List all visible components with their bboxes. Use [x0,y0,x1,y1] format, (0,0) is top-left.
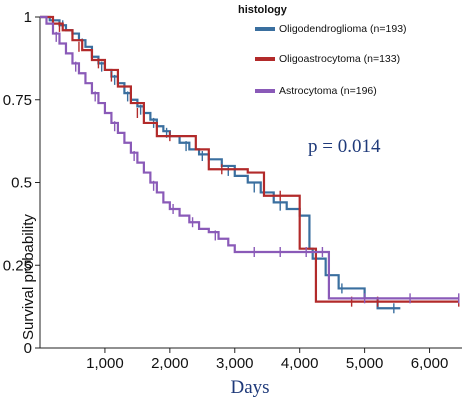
y-tick-label: 0.25 [3,257,32,274]
y-axis-label: Survival probability [20,214,37,340]
x-tick-label: 5,000 [346,355,384,372]
legend-swatch [255,57,275,61]
y-tick-label: 0 [24,340,32,357]
x-tick-label: 3,000 [216,355,254,372]
legend-label: Oligodendroglioma (n=193) [279,23,407,35]
y-tick-label: 0.5 [11,175,32,192]
x-axis-label: Days [230,377,269,398]
legend-label: Astrocytoma (n=196) [279,85,377,97]
x-tick-label: 4,000 [281,355,319,372]
legend-swatch [255,27,275,31]
y-tick-label: 1 [24,9,32,26]
x-tick-label: 1,000 [86,355,124,372]
legend-swatch [255,89,275,93]
legend: histology Oligodendroglioma (n=193)Oligo… [238,4,407,97]
legend-title: histology [238,4,288,16]
x-tick-label: 2,000 [151,355,189,372]
series-line-2 [40,15,459,300]
x-tick-label: 6,000 [411,355,449,372]
tick-layer: 1,000 2,000 3,000 4,000 5,000 6,000 0 0.25 0.5 0.… [3,9,449,372]
legend-items: Oligodendroglioma (n=193) Oligoastrocytom… [255,23,407,97]
series-layer [40,15,460,314]
legend-label: Oligoastrocytoma (n=133) [279,53,400,65]
y-tick-label: 0.75 [3,92,32,109]
series-line-1 [40,15,459,303]
p-value-annotation: p = 0.014 [308,136,381,157]
